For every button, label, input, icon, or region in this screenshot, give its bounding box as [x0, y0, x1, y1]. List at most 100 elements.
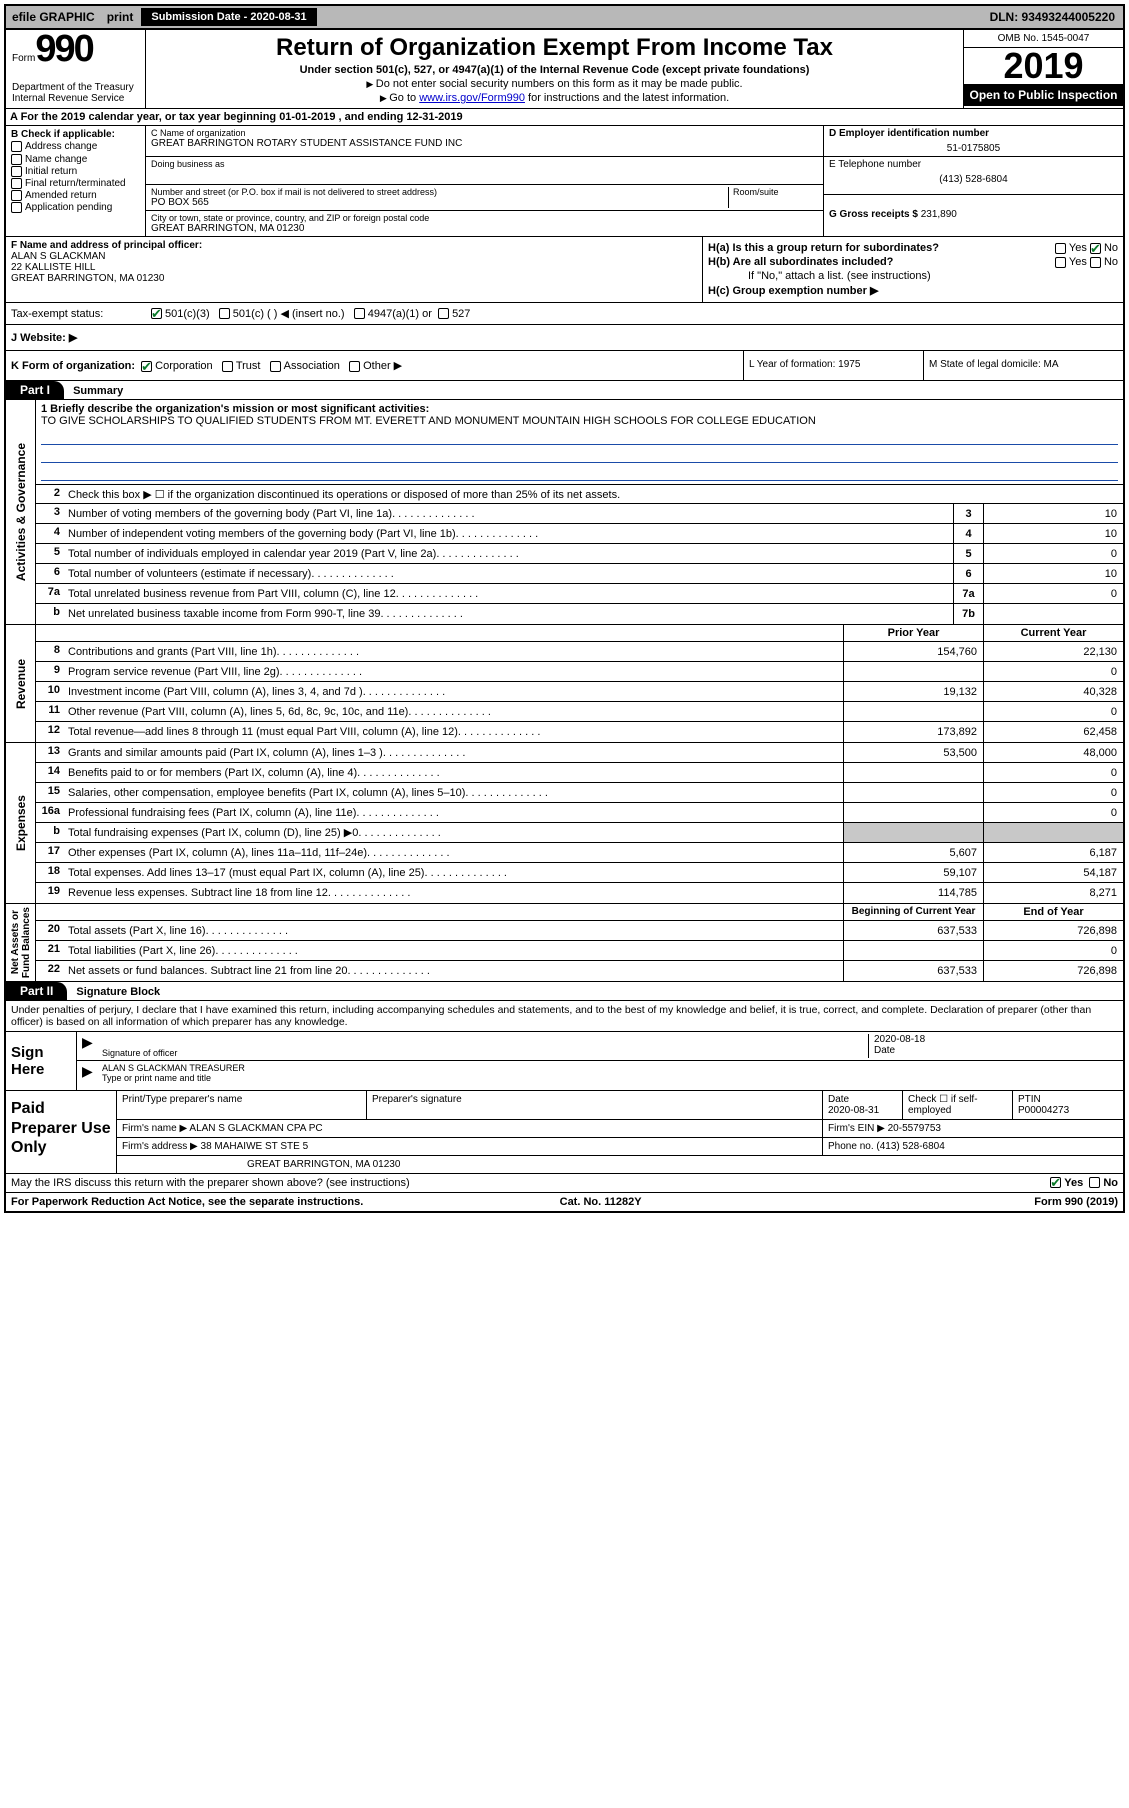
ha-yes[interactable] [1055, 243, 1066, 254]
tel-value: (413) 528-6804 [829, 174, 1118, 185]
table-row: 10Investment income (Part VIII, column (… [36, 682, 1123, 702]
ptin: P00004273 [1018, 1105, 1069, 1116]
side-activities: Activities & Governance [14, 443, 28, 581]
dept-label: Department of the Treasury Internal Reve… [12, 82, 139, 104]
dba-label: Doing business as [146, 157, 823, 185]
table-row: 9Program service revenue (Part VIII, lin… [36, 662, 1123, 682]
table-row: bTotal fundraising expenses (Part IX, co… [36, 823, 1123, 843]
part1-header: Part I [6, 381, 64, 399]
paid-preparer-label: Paid Preparer Use Only [6, 1091, 116, 1173]
hdr-prior: Prior Year [843, 625, 983, 641]
chk-4947[interactable] [354, 308, 365, 319]
top-toolbar: efile GRAPHIC print Submission Date - 20… [4, 4, 1125, 30]
footer-right: Form 990 (2019) [1034, 1196, 1118, 1208]
chk-assoc[interactable] [270, 361, 281, 372]
table-row: 19Revenue less expenses. Subtract line 1… [36, 883, 1123, 903]
table-row: 12Total revenue—add lines 8 through 11 (… [36, 722, 1123, 742]
footer-center: Cat. No. 11282Y [560, 1196, 642, 1208]
chk-app-pending[interactable] [11, 202, 22, 213]
officer-addr1: 22 KALLISTE HILL [11, 262, 697, 273]
table-row: bNet unrelated business taxable income f… [36, 604, 1123, 624]
firm-addr1: 38 MAHAIWE ST STE 5 [201, 1141, 309, 1152]
discuss-label: May the IRS discuss this return with the… [11, 1177, 410, 1189]
chk-501c[interactable] [219, 308, 230, 319]
table-row: 11Other revenue (Part VIII, column (A), … [36, 702, 1123, 722]
chk-trust[interactable] [222, 361, 233, 372]
chk-initial-return[interactable] [11, 166, 22, 177]
print-link[interactable]: print [101, 10, 140, 24]
year-formation: L Year of formation: 1975 [743, 351, 923, 380]
gross-label: G Gross receipts $ [829, 209, 918, 220]
chk-name-change[interactable] [11, 154, 22, 165]
form-header: Form990 Department of the Treasury Inter… [6, 30, 1123, 109]
hdr-curr: Current Year [983, 625, 1123, 641]
ein-value: 51-0175805 [829, 143, 1118, 154]
open-inspection: Open to Public Inspection [964, 84, 1123, 106]
gross-value: 231,890 [921, 209, 957, 220]
chk-address-change[interactable] [11, 141, 22, 152]
side-revenue: Revenue [14, 659, 28, 709]
table-row: 17Other expenses (Part IX, column (A), l… [36, 843, 1123, 863]
addr-label: Number and street (or P.O. box if mail i… [151, 187, 728, 197]
hb-note: If "No," attach a list. (see instruction… [708, 270, 1118, 282]
link-note: Go to www.irs.gov/Form990 for instructio… [154, 92, 955, 104]
chk-other[interactable] [349, 361, 360, 372]
discuss-no[interactable] [1089, 1177, 1100, 1188]
hb-label: H(b) Are all subordinates included? [708, 256, 893, 268]
table-row: 21Total liabilities (Part X, line 26)0 [36, 941, 1123, 961]
part1-title: Summary [67, 385, 123, 397]
table-row: 7aTotal unrelated business revenue from … [36, 584, 1123, 604]
ssn-note: Do not enter social security numbers on … [154, 78, 955, 90]
officer-addr2: GREAT BARRINGTON, MA 01230 [11, 273, 697, 284]
table-row: 18Total expenses. Add lines 13–17 (must … [36, 863, 1123, 883]
org-name-label: C Name of organization [151, 128, 818, 138]
officer-label: F Name and address of principal officer: [11, 240, 697, 251]
city-label: City or town, state or province, country… [151, 213, 429, 223]
form-number: 990 [35, 28, 92, 70]
hc-label: H(c) Group exemption number ▶ [708, 285, 878, 297]
discuss-yes[interactable] [1050, 1177, 1061, 1188]
footer-left: For Paperwork Reduction Act Notice, see … [11, 1196, 363, 1208]
hb-yes[interactable] [1055, 257, 1066, 268]
sig-date: 2020-08-18 [874, 1034, 1118, 1045]
table-row: 22Net assets or fund balances. Subtract … [36, 961, 1123, 981]
chk-amended[interactable] [11, 190, 22, 201]
mission-text: TO GIVE SCHOLARSHIPS TO QUALIFIED STUDEN… [41, 415, 1118, 427]
table-row: 5Total number of individuals employed in… [36, 544, 1123, 564]
prep-date: 2020-08-31 [828, 1105, 879, 1116]
ein-label: D Employer identification number [829, 128, 1118, 139]
form-org-label: K Form of organization: [11, 360, 135, 372]
form-title: Return of Organization Exempt From Incom… [154, 34, 955, 62]
addr-value: PO BOX 565 [151, 197, 728, 208]
part2-title: Signature Block [70, 986, 160, 998]
sig-declaration: Under penalties of perjury, I declare th… [6, 1001, 1123, 1031]
chk-527[interactable] [438, 308, 449, 319]
firm-name: ALAN S GLACKMAN CPA PC [189, 1123, 322, 1134]
firm-ein: 20-5579753 [888, 1123, 941, 1134]
sign-here-label: Sign Here [6, 1032, 76, 1090]
ha-no[interactable] [1090, 243, 1101, 254]
table-row: 15Salaries, other compensation, employee… [36, 783, 1123, 803]
irs-link[interactable]: www.irs.gov/Form990 [419, 92, 525, 104]
officer-name: ALAN S GLACKMAN [11, 251, 697, 262]
side-expenses: Expenses [14, 795, 28, 851]
table-row: 8Contributions and grants (Part VIII, li… [36, 642, 1123, 662]
form-subtitle: Under section 501(c), 527, or 4947(a)(1)… [154, 64, 955, 76]
tax-status-label: Tax-exempt status: [11, 308, 151, 320]
chk-501c3[interactable] [151, 308, 162, 319]
efile-link[interactable]: efile GRAPHIC [6, 10, 101, 24]
submission-date-btn[interactable]: Submission Date - 2020-08-31 [141, 8, 316, 26]
hdr-end: End of Year [983, 904, 1123, 920]
table-row: 3Number of voting members of the governi… [36, 504, 1123, 524]
l1-label: 1 Briefly describe the organization's mi… [41, 403, 1118, 415]
hb-no[interactable] [1090, 257, 1101, 268]
chk-corp[interactable] [141, 361, 152, 372]
chk-final-return[interactable] [11, 178, 22, 189]
table-row: 16aProfessional fundraising fees (Part I… [36, 803, 1123, 823]
state-domicile: M State of legal domicile: MA [923, 351, 1123, 380]
city-value: GREAT BARRINGTON, MA 01230 [151, 223, 429, 234]
hdr-beginning: Beginning of Current Year [843, 904, 983, 920]
prep-sig-hdr: Preparer's signature [367, 1091, 823, 1119]
table-row: 13Grants and similar amounts paid (Part … [36, 743, 1123, 763]
firm-addr2: GREAT BARRINGTON, MA 01230 [117, 1156, 1123, 1173]
